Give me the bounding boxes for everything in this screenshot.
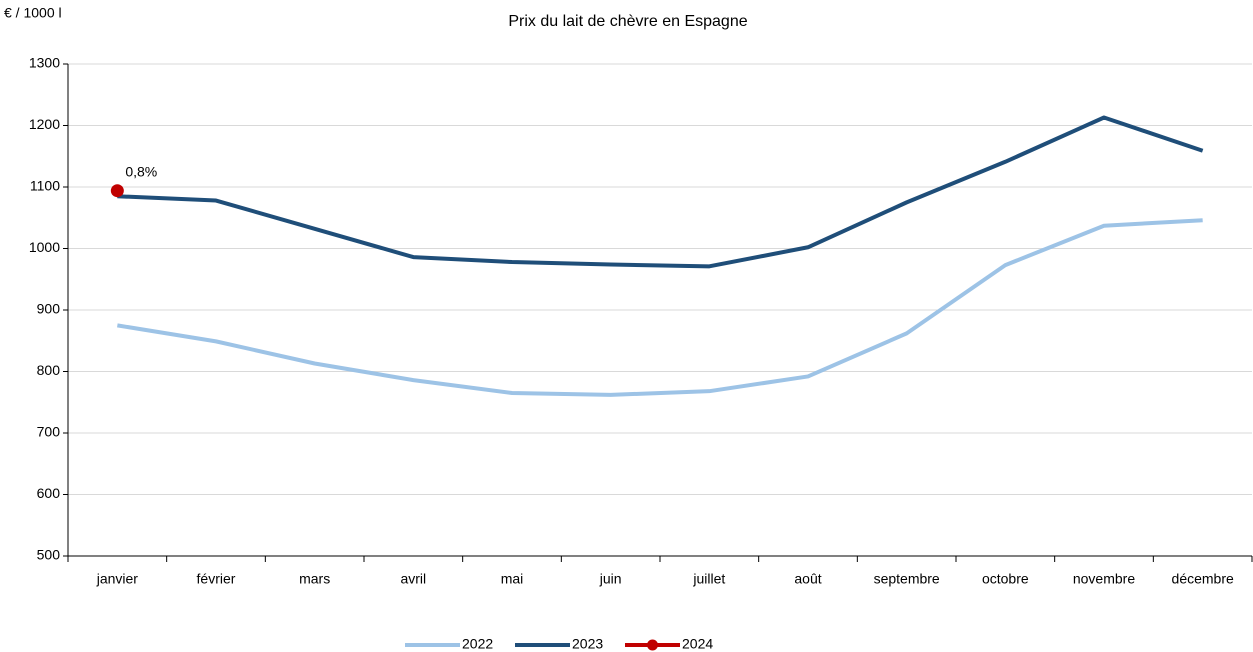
y-tick-label: 1300 — [29, 55, 60, 71]
x-tick-label: novembre — [1073, 571, 1135, 587]
x-tick-label: octobre — [982, 571, 1029, 587]
y-tick-label: 1000 — [29, 239, 60, 255]
legend-label: 2023 — [572, 636, 603, 652]
y-tick-label: 800 — [37, 362, 61, 378]
series-line — [117, 218, 1203, 397]
legend-label: 2022 — [462, 636, 493, 652]
y-tick-label: 500 — [37, 547, 61, 563]
series-marker — [110, 184, 124, 198]
y-tick-label: 600 — [37, 485, 61, 501]
x-tick-label: décembre — [1172, 571, 1234, 587]
x-tick-label: avril — [400, 571, 426, 587]
x-tick-label: février — [197, 571, 236, 587]
y-tick-label: 1100 — [30, 178, 60, 194]
x-tick-label: juin — [599, 571, 622, 587]
series-line — [117, 115, 1204, 269]
annotation: 0,8% — [125, 163, 157, 179]
y-axis-label: € / 1000 l — [4, 5, 62, 21]
y-tick-label: 1200 — [29, 116, 60, 132]
legend-label: 2024 — [682, 636, 713, 652]
y-tick-label: 700 — [37, 424, 61, 440]
x-tick-label: janvier — [96, 571, 139, 587]
x-tick-label: mars — [299, 571, 330, 587]
y-tick-label: 900 — [37, 301, 61, 317]
x-tick-label: septembre — [874, 571, 940, 587]
x-tick-label: juillet — [692, 571, 725, 587]
legend-marker — [647, 639, 658, 651]
chart-title: Prix du lait de chèvre en Espagne — [508, 13, 747, 30]
x-tick-label: août — [794, 571, 821, 587]
x-tick-label: mai — [501, 571, 524, 587]
